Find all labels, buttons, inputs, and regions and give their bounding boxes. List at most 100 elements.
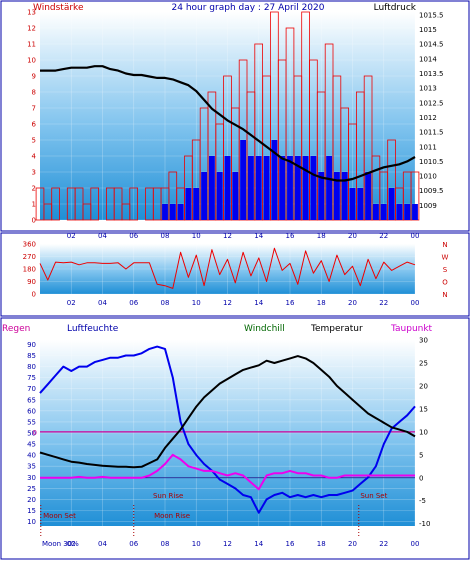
gust-bar bbox=[279, 156, 286, 220]
temperature-line bbox=[39, 355, 416, 469]
humidity-y-tick: 80 bbox=[27, 363, 36, 371]
wind-y-tick: 4 bbox=[32, 153, 37, 161]
wind-panel-x-tick: 02 bbox=[67, 232, 76, 240]
gust-bar bbox=[232, 172, 239, 220]
climate-panel-x-tick: 12 bbox=[223, 540, 232, 548]
gust-bar bbox=[162, 204, 168, 220]
gust-bar bbox=[373, 204, 379, 220]
wind-axis-title: Windstärke bbox=[33, 3, 84, 13]
event-label: Sun Rise bbox=[153, 492, 183, 500]
temperature-y-tick: 5 bbox=[419, 451, 423, 459]
wind-y-tick: 0 bbox=[32, 217, 36, 225]
climate-panel-x-tick: 16 bbox=[286, 540, 295, 548]
gust-bar bbox=[380, 204, 387, 220]
gust-bar bbox=[341, 172, 348, 220]
humidity-y-tick: 85 bbox=[27, 352, 36, 360]
humidity-y-tick: 65 bbox=[27, 396, 36, 404]
compass-tick: W bbox=[442, 254, 449, 262]
direction-y-tick: 90 bbox=[27, 278, 36, 286]
wind-bars bbox=[35, 11, 420, 221]
humidity-line bbox=[39, 345, 416, 514]
gust-bar bbox=[294, 156, 301, 220]
direction-panel-x-tick: 16 bbox=[286, 299, 295, 307]
climate-panel-x-tick: 02 bbox=[67, 540, 76, 548]
wind-direction-plot-area bbox=[40, 244, 415, 294]
gust-bar bbox=[396, 204, 403, 220]
pressure-y-tick: 1009 bbox=[419, 202, 437, 210]
gust-bar bbox=[302, 156, 309, 220]
legend-rain: Regen bbox=[2, 324, 30, 334]
temperature-y-tick: 0 bbox=[419, 474, 423, 482]
wind-panel-x-tick: 04 bbox=[98, 232, 107, 240]
wind-panel-x-tick: 12 bbox=[223, 232, 232, 240]
gust-bar bbox=[185, 188, 192, 220]
wind-panel-x-tick: 22 bbox=[379, 232, 388, 240]
legend-windchill: Windchill bbox=[244, 324, 285, 334]
climate-panel-x-tick: 20 bbox=[348, 540, 357, 548]
humidity-y-tick: 60 bbox=[27, 407, 36, 415]
climate-panel-x-tick: 10 bbox=[192, 540, 201, 548]
event-label: Moon Set bbox=[43, 512, 76, 520]
wind-bar bbox=[129, 187, 139, 221]
event-label: Sun Set bbox=[360, 492, 387, 500]
graph-title: 24 hour graph day : 27 April 2020 bbox=[172, 3, 325, 13]
event-label: Moon Rise bbox=[154, 512, 190, 520]
gridlines bbox=[40, 11, 416, 526]
direction-panel-x-tick: 22 bbox=[379, 299, 388, 307]
direction-panel-x-tick: 14 bbox=[254, 299, 263, 307]
humidity-y-tick: 10 bbox=[27, 518, 36, 526]
top-frame bbox=[0, 0, 470, 232]
humidity-y-tick: 45 bbox=[27, 441, 36, 449]
legend-dewpoint: Taupunkt bbox=[390, 324, 433, 334]
pressure-y-tick: 1011.5 bbox=[419, 129, 444, 137]
climate-panel-x-tick: 06 bbox=[129, 540, 138, 548]
pressure-y-tick: 1015 bbox=[419, 26, 437, 34]
humidity-y-tick: 20 bbox=[27, 496, 36, 504]
temperature-y-tick: -10 bbox=[419, 520, 430, 528]
annotations: Sun Rise Sun Set Moon Set Moon Rise bbox=[40, 492, 388, 536]
pressure-y-tick: 1013 bbox=[419, 85, 437, 93]
wind-y-tick: 7 bbox=[32, 105, 36, 113]
temperature-y-tick: 30 bbox=[419, 337, 428, 345]
wind-panel-x-tick: 14 bbox=[254, 232, 263, 240]
bottom-frame bbox=[0, 317, 470, 560]
pressure-line bbox=[40, 65, 416, 182]
wind-panel-x-tick: 20 bbox=[348, 232, 357, 240]
humidity-y-tick: 75 bbox=[27, 374, 36, 382]
wind-panel-x-tick: 16 bbox=[286, 232, 295, 240]
compass-tick: N bbox=[442, 291, 447, 299]
climate-panel-x-tick: 00 bbox=[411, 540, 420, 548]
wind-bar bbox=[90, 187, 100, 221]
pressure-y-tick: 1014.5 bbox=[419, 41, 444, 49]
direction-panel-x-tick: 02 bbox=[67, 299, 76, 307]
series-lines bbox=[39, 65, 416, 514]
gust-bar bbox=[365, 172, 371, 220]
gust-bar bbox=[357, 188, 364, 220]
wind-panel-x-tick: 10 bbox=[192, 232, 201, 240]
humidity-y-tick: 55 bbox=[27, 418, 36, 426]
moon-phase-label: Moon 30% bbox=[42, 540, 79, 548]
direction-panel-x-tick: 20 bbox=[348, 299, 357, 307]
direction-frame bbox=[0, 232, 470, 317]
climate-panel-x-tick: 22 bbox=[379, 540, 388, 548]
direction-panel-x-tick: 12 bbox=[223, 299, 232, 307]
wind-panel-x-tick: 00 bbox=[411, 232, 420, 240]
gust-bar bbox=[255, 156, 262, 220]
humidity-y-tick: 15 bbox=[27, 507, 36, 515]
wind-panel-x-tick: 08 bbox=[161, 232, 170, 240]
temperature-y-tick: 20 bbox=[419, 382, 428, 390]
pressure-y-tick: 1010.5 bbox=[419, 158, 444, 166]
wind-panel-x-tick: 06 bbox=[129, 232, 138, 240]
pressure-y-tick: 1014 bbox=[419, 55, 437, 63]
wind-y-tick: 12 bbox=[27, 25, 36, 33]
legend-humidity: Luftfeuchte bbox=[67, 324, 119, 334]
gust-bar bbox=[349, 188, 356, 220]
direction-panel-x-tick: 04 bbox=[98, 299, 107, 307]
wind-y-tick: 5 bbox=[32, 137, 36, 145]
humidity-y-tick: 40 bbox=[27, 452, 36, 460]
temperature-y-tick: 15 bbox=[419, 405, 428, 413]
wind-y-tick: 1 bbox=[32, 201, 36, 209]
climate-panel-x-tick: 14 bbox=[254, 540, 263, 548]
gust-bar bbox=[412, 204, 418, 220]
